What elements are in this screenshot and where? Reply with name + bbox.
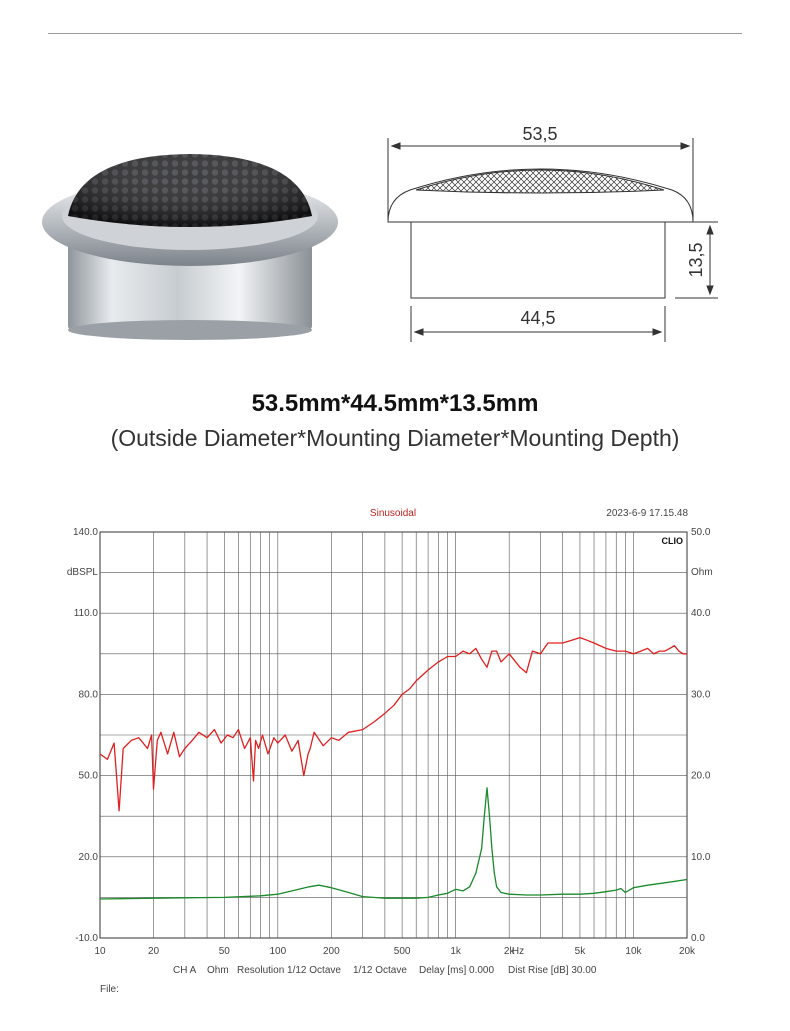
frequency-response-chart: Sinusoidal 2023-6-9 17.15.48 CLIO 140.01… [67, 508, 713, 995]
x-tick-label: 10 [94, 946, 106, 957]
left-tick-label: 80.0 [79, 689, 99, 700]
left-axis-ticks: 140.0 110.0 80.0 50.0 20.0 -10.0 [73, 527, 98, 944]
footer-unit: Ohm [207, 965, 229, 976]
footer-resolution: Resolution 1/12 Octave [237, 965, 341, 976]
series-layer [99, 636, 688, 900]
x-axis-ticks: 10 20 50 100 200 500 1k 2k 5k 10k 20k [94, 946, 696, 957]
chart-title: Sinusoidal [370, 508, 416, 519]
x-tick-label: 20k [679, 946, 696, 957]
spl-series-line [99, 636, 687, 812]
right-tick-label: 40.0 [691, 608, 711, 619]
x-tick-label: 20 [148, 946, 160, 957]
mounting-depth-label: 13,5 [686, 242, 706, 277]
tweeter-photo [42, 154, 338, 340]
top-divider [48, 33, 742, 34]
chart-timestamp: 2023-6-9 17.15.48 [606, 508, 688, 519]
x-axis-unit: Hz [512, 946, 524, 957]
x-tick-label: 10k [625, 946, 642, 957]
dimension-drawing: 53,5 44,5 13,5 [387, 124, 718, 342]
x-tick-label: 500 [394, 946, 411, 957]
x-tick-label: 100 [269, 946, 286, 957]
clio-brand: CLIO [662, 536, 684, 546]
x-tick-label: 200 [323, 946, 340, 957]
footer-dist-rise: Dist Rise [dB] 30.00 [508, 965, 597, 976]
left-tick-label: 140.0 [73, 527, 98, 538]
x-tick-label: 1k [450, 946, 462, 957]
right-axis-unit: Ohm [691, 567, 713, 578]
right-axis-ticks: 50.0 40.0 30.0 20.0 10.0 0.0 [691, 527, 711, 944]
right-tick-label: 30.0 [691, 689, 711, 700]
right-tick-label: 0.0 [691, 933, 705, 944]
x-tick-label: 2k [504, 946, 516, 957]
right-tick-label: 50.0 [691, 527, 711, 538]
footer-smoothing: 1/12 Octave [353, 965, 407, 976]
right-tick-label: 10.0 [691, 852, 711, 863]
dimensions-subtitle: (Outside Diameter*Mounting Diameter*Moun… [110, 425, 680, 451]
mounting-diameter-label: 44,5 [520, 308, 555, 328]
right-tick-label: 20.0 [691, 771, 711, 782]
left-tick-label: 20.0 [79, 852, 99, 863]
left-tick-label: 50.0 [79, 771, 99, 782]
impedance-series-line [99, 787, 688, 900]
footer-channel: CH A [173, 965, 197, 976]
left-axis-unit: dBSPL [67, 567, 99, 578]
footer-file-label: File: [100, 984, 119, 995]
left-tick-label: 110.0 [74, 608, 99, 619]
x-tick-label: 5k [575, 946, 587, 957]
outside-diameter-label: 53,5 [522, 124, 557, 144]
x-tick-label: 50 [219, 946, 231, 957]
footer-delay: Delay [ms] 0.000 [419, 965, 494, 976]
dimensions-title: 53.5mm*44.5mm*13.5mm [251, 390, 539, 417]
left-tick-label: -10.0 [75, 933, 98, 944]
